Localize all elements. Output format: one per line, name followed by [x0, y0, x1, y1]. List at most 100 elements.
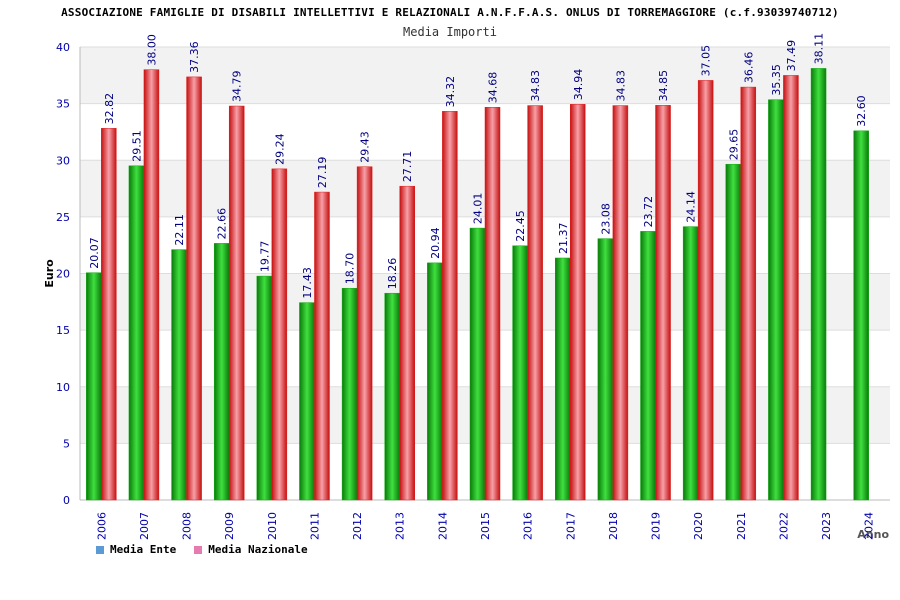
bar-media-nazionale	[356, 166, 373, 501]
data-label: 23.08	[599, 203, 612, 235]
data-label: 32.60	[855, 95, 868, 127]
bar-media-nazionale	[697, 80, 714, 501]
legend-label-ente: Media Ente	[110, 543, 177, 556]
bar-media-ente	[171, 249, 187, 501]
data-label: 24.01	[472, 193, 485, 225]
bar-media-nazionale	[271, 168, 288, 501]
bar-media-nazionale	[570, 104, 586, 501]
bar-media-nazionale	[612, 105, 629, 501]
x-tick-label: 2014	[436, 512, 449, 540]
y-tick-label: 10	[56, 381, 70, 394]
bar-media-ente	[256, 275, 273, 501]
data-label: 38.11	[813, 33, 826, 65]
x-tick-label: 2022	[777, 512, 790, 540]
bar-media-ente	[213, 243, 230, 501]
x-tick-label: 2009	[223, 512, 236, 540]
x-tick-label: 2011	[308, 512, 321, 540]
data-label: 32.82	[103, 93, 116, 125]
bar-media-nazionale	[783, 75, 799, 501]
data-label: 34.83	[529, 70, 542, 102]
bar-media-ente	[597, 238, 614, 501]
data-label: 20.94	[429, 227, 442, 259]
chart-subtitle: Media Importi	[403, 25, 497, 39]
x-tick-label: 2021	[735, 512, 748, 540]
x-tick-label: 2010	[266, 512, 279, 540]
data-label: 38.00	[145, 34, 158, 66]
legend-item-nazionale: Media Nazionale	[194, 543, 308, 556]
y-tick-label: 40	[56, 41, 70, 54]
bar-media-ente	[810, 68, 827, 501]
bar-media-ente	[384, 292, 400, 501]
data-label: 29.51	[130, 130, 143, 162]
x-tick-label: 2012	[351, 512, 364, 540]
y-tick-label: 20	[56, 268, 70, 281]
bar-media-nazionale	[186, 76, 202, 501]
data-label: 34.94	[572, 69, 585, 101]
x-tick-label: 2015	[479, 512, 492, 540]
data-label: 22.45	[514, 210, 527, 242]
data-label: 34.68	[487, 72, 500, 104]
bar-media-ente	[682, 226, 699, 501]
data-label: 18.70	[344, 253, 357, 285]
x-tick-label: 2023	[820, 512, 833, 540]
data-label: 34.32	[444, 76, 457, 108]
bar-media-nazionale	[655, 105, 671, 501]
data-label: 19.77	[258, 241, 271, 273]
bar-media-nazionale	[442, 111, 458, 501]
data-label: 34.83	[614, 70, 627, 102]
bar-media-ente	[725, 163, 742, 501]
bar-media-ente	[427, 262, 443, 501]
bar-media-ente	[128, 165, 145, 501]
legend-item-ente: Media Ente	[96, 543, 176, 556]
bar-media-nazionale	[228, 105, 245, 501]
bar-media-nazionale	[143, 69, 160, 501]
x-tick-label: 2008	[181, 512, 194, 540]
legend-swatch-ente	[96, 545, 104, 554]
bar-media-ente	[341, 287, 358, 501]
data-label: 29.24	[273, 133, 286, 165]
data-label: 37.36	[188, 41, 201, 73]
x-tick-label: 2024	[863, 512, 876, 540]
legend-label-nazionale: Media Nazionale	[208, 543, 308, 556]
data-label: 34.85	[657, 70, 670, 102]
y-tick-label: 30	[56, 154, 70, 167]
bar-media-nazionale	[399, 185, 415, 501]
bar-media-ente	[512, 245, 528, 501]
bar-media-nazionale	[314, 191, 330, 501]
bar-media-nazionale	[740, 86, 757, 501]
data-label: 22.66	[216, 208, 229, 240]
x-tick-label: 2007	[138, 512, 151, 540]
bar-media-ente	[640, 231, 656, 501]
bar-media-nazionale	[484, 106, 501, 501]
data-label: 24.14	[685, 191, 698, 223]
legend: Media Ente Media Nazionale	[96, 543, 308, 556]
data-label: 35.35	[770, 64, 783, 96]
y-tick-label: 15	[56, 324, 70, 337]
bar-media-ente	[555, 257, 571, 501]
data-label: 37.05	[700, 45, 713, 77]
chart-title: ASSOCIAZIONE FAMIGLIE DI DISABILI INTELL…	[61, 6, 839, 19]
x-tick-label: 2017	[564, 512, 577, 540]
y-tick-label: 25	[56, 211, 70, 224]
bar-media-ente	[299, 302, 315, 501]
y-tick-label: 0	[63, 494, 70, 507]
legend-swatch-nazionale	[194, 545, 203, 554]
bar-media-ente	[853, 130, 869, 501]
y-tick-label: 5	[63, 437, 70, 450]
data-label: 27.19	[316, 157, 329, 189]
data-label: 37.49	[785, 40, 798, 72]
data-label: 27.71	[401, 151, 414, 183]
data-label: 22.11	[173, 214, 186, 246]
x-tick-label: 2019	[650, 512, 663, 540]
x-axis-label: Anno	[857, 528, 889, 541]
bar-media-nazionale	[101, 128, 117, 501]
data-label: 29.65	[727, 129, 740, 161]
data-label: 23.72	[642, 196, 655, 228]
x-tick-label: 2018	[607, 512, 620, 540]
data-label: 21.37	[557, 222, 570, 254]
x-tick-label: 2020	[692, 512, 705, 540]
y-axis-label: Euro	[43, 259, 56, 288]
bar-media-ente	[768, 99, 784, 501]
y-tick-label: 35	[56, 98, 70, 111]
